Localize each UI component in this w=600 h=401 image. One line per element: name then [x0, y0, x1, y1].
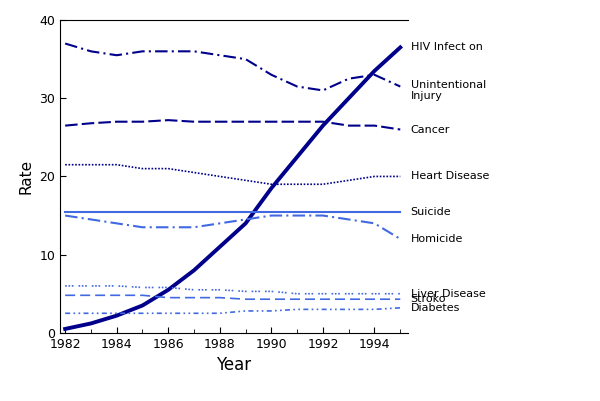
Text: Diabetes: Diabetes [410, 303, 460, 313]
X-axis label: Year: Year [217, 356, 251, 374]
Text: Liver Disease: Liver Disease [410, 289, 485, 299]
Text: Stroko: Stroko [410, 294, 446, 304]
Text: Suicide: Suicide [410, 207, 451, 217]
Text: Homicide: Homicide [410, 234, 463, 244]
Text: HIV Infect on: HIV Infect on [410, 43, 482, 53]
Text: Unintentional
Injury: Unintentional Injury [410, 80, 486, 101]
Text: Cancer: Cancer [410, 125, 450, 134]
Text: Heart Disease: Heart Disease [410, 172, 489, 181]
Y-axis label: Rate: Rate [19, 159, 34, 194]
